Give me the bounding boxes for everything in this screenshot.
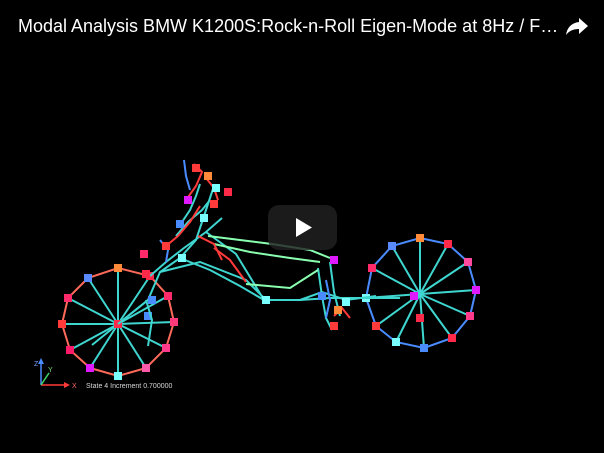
front-wheel-mesh — [362, 234, 480, 352]
axis-label-z: Z — [34, 361, 39, 368]
frame-mesh — [117, 159, 400, 347]
state-increment-label: State 4 Increment 0.700000 — [86, 383, 173, 390]
play-icon — [296, 218, 312, 237]
axis-label-x: X — [72, 383, 77, 390]
axis-label-y: Y — [48, 367, 53, 374]
axis-triad-icon: Z Y X — [34, 358, 77, 390]
share-button[interactable] — [564, 14, 590, 38]
play-button[interactable] — [268, 205, 337, 250]
share-arrow-icon — [566, 18, 588, 35]
video-title[interactable]: Modal Analysis BMW K1200S:Rock-n-Roll Ei… — [18, 16, 563, 36]
title-bar: Modal Analysis BMW K1200S:Rock-n-Roll Ei… — [0, 0, 604, 52]
